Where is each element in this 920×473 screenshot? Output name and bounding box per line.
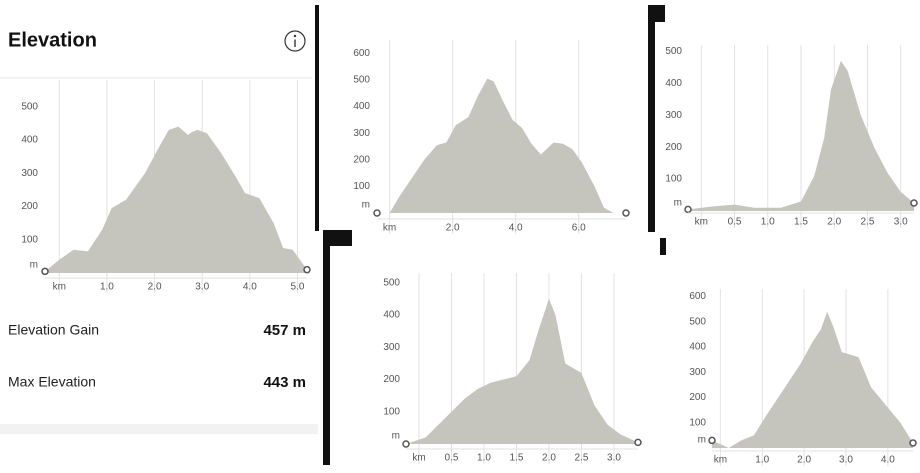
x-tick-label: 3.0 [607, 453, 621, 464]
y-tick-label: 100 [21, 234, 38, 245]
x-tick-label: 2.5 [861, 217, 875, 228]
endpoint-marker [622, 209, 630, 217]
y-tick-label: 200 [689, 392, 706, 403]
info-icon[interactable] [284, 30, 306, 52]
crop-edge [315, 5, 319, 231]
y-tick-label: 300 [383, 342, 400, 353]
y-tick-label: m [30, 260, 38, 271]
stat-value: 443 m [263, 374, 306, 391]
x-tick-label: 2.0 [446, 223, 460, 234]
x-tick-label: km [714, 455, 727, 466]
elevation-area [406, 298, 638, 444]
y-tick-label: 500 [665, 46, 682, 57]
y-tick-label: m [674, 198, 682, 209]
y-tick-label: 300 [353, 128, 370, 139]
y-tick-label: 300 [689, 367, 706, 378]
x-tick-label: 0.5 [728, 217, 742, 228]
y-tick-label: 100 [665, 174, 682, 185]
y-tick-label: 500 [689, 316, 706, 327]
x-tick-label: km [383, 223, 396, 234]
x-tick-label: 4.0 [509, 223, 523, 234]
y-tick-label: 500 [21, 101, 38, 112]
endpoint-marker [684, 205, 692, 214]
stat-label: Elevation Gain [8, 322, 99, 338]
y-tick-label: 300 [21, 168, 38, 179]
x-tick-label: 2.0 [148, 282, 162, 293]
y-tick-label: 100 [689, 417, 706, 428]
panel-title: Elevation [8, 29, 97, 51]
y-tick-label: m [698, 435, 706, 446]
endpoint-marker [910, 199, 918, 207]
endpoint-marker [909, 439, 917, 447]
x-tick-label: 4.0 [881, 455, 895, 466]
x-tick-label: km [695, 217, 708, 228]
crop-edge [648, 5, 655, 232]
y-tick-label: 400 [689, 342, 706, 353]
elevation-area [712, 311, 913, 448]
y-tick-label: 400 [665, 78, 682, 89]
elevation-area [45, 126, 307, 273]
endpoint-marker [708, 436, 716, 445]
x-tick-label: km [412, 453, 425, 464]
y-tick-label: 400 [21, 135, 38, 146]
y-tick-label: 500 [383, 277, 400, 288]
x-tick-label: 0.5 [445, 453, 459, 464]
x-tick-label: 5.0 [291, 282, 305, 293]
y-tick-label: 200 [21, 201, 38, 212]
x-tick-label: 3.0 [894, 217, 908, 228]
crop-edge [323, 230, 352, 246]
x-tick-label: 3.0 [839, 455, 853, 466]
y-tick-label: 200 [383, 374, 400, 385]
x-tick-label: 1.5 [510, 453, 524, 464]
x-tick-label: 2.5 [575, 453, 589, 464]
y-tick-label: 400 [353, 101, 370, 112]
y-tick-label: m [392, 431, 400, 442]
x-tick-label: 1.0 [477, 453, 491, 464]
endpoint-marker [303, 265, 311, 274]
y-tick-label: 100 [383, 406, 400, 417]
stat-value: 457 m [263, 322, 306, 339]
x-tick-label: 2.0 [542, 453, 556, 464]
x-tick-label: 1.0 [100, 282, 114, 293]
x-tick-label: 2.0 [797, 455, 811, 466]
crop-edge [660, 238, 666, 255]
y-tick-label: 100 [353, 181, 370, 192]
crop-edge [323, 230, 330, 465]
stat-label: Max Elevation [8, 374, 96, 390]
x-tick-label: 1.0 [755, 455, 769, 466]
x-tick-label: 1.0 [761, 217, 775, 228]
endpoint-marker [402, 440, 410, 448]
y-tick-label: 400 [383, 310, 400, 321]
x-tick-label: 1.5 [794, 217, 808, 228]
x-tick-label: 3.0 [195, 282, 209, 293]
y-tick-label: 600 [353, 48, 370, 59]
x-tick-label: 6.0 [572, 223, 586, 234]
x-tick-label: 4.0 [243, 282, 257, 293]
x-tick-label: 2.0 [827, 217, 841, 228]
endpoint-marker [41, 267, 49, 276]
elevation-area [377, 78, 626, 213]
endpoint-marker [373, 209, 381, 217]
endpoint-marker [634, 438, 642, 447]
x-tick-label: km [53, 282, 66, 293]
y-tick-label: 600 [689, 291, 706, 302]
y-tick-label: 200 [665, 142, 682, 153]
y-tick-label: m [362, 200, 370, 211]
footer-band [0, 424, 318, 434]
y-tick-label: 500 [353, 75, 370, 86]
y-tick-label: 200 [353, 154, 370, 165]
elevation-area [688, 60, 914, 211]
y-tick-label: 300 [665, 110, 682, 121]
